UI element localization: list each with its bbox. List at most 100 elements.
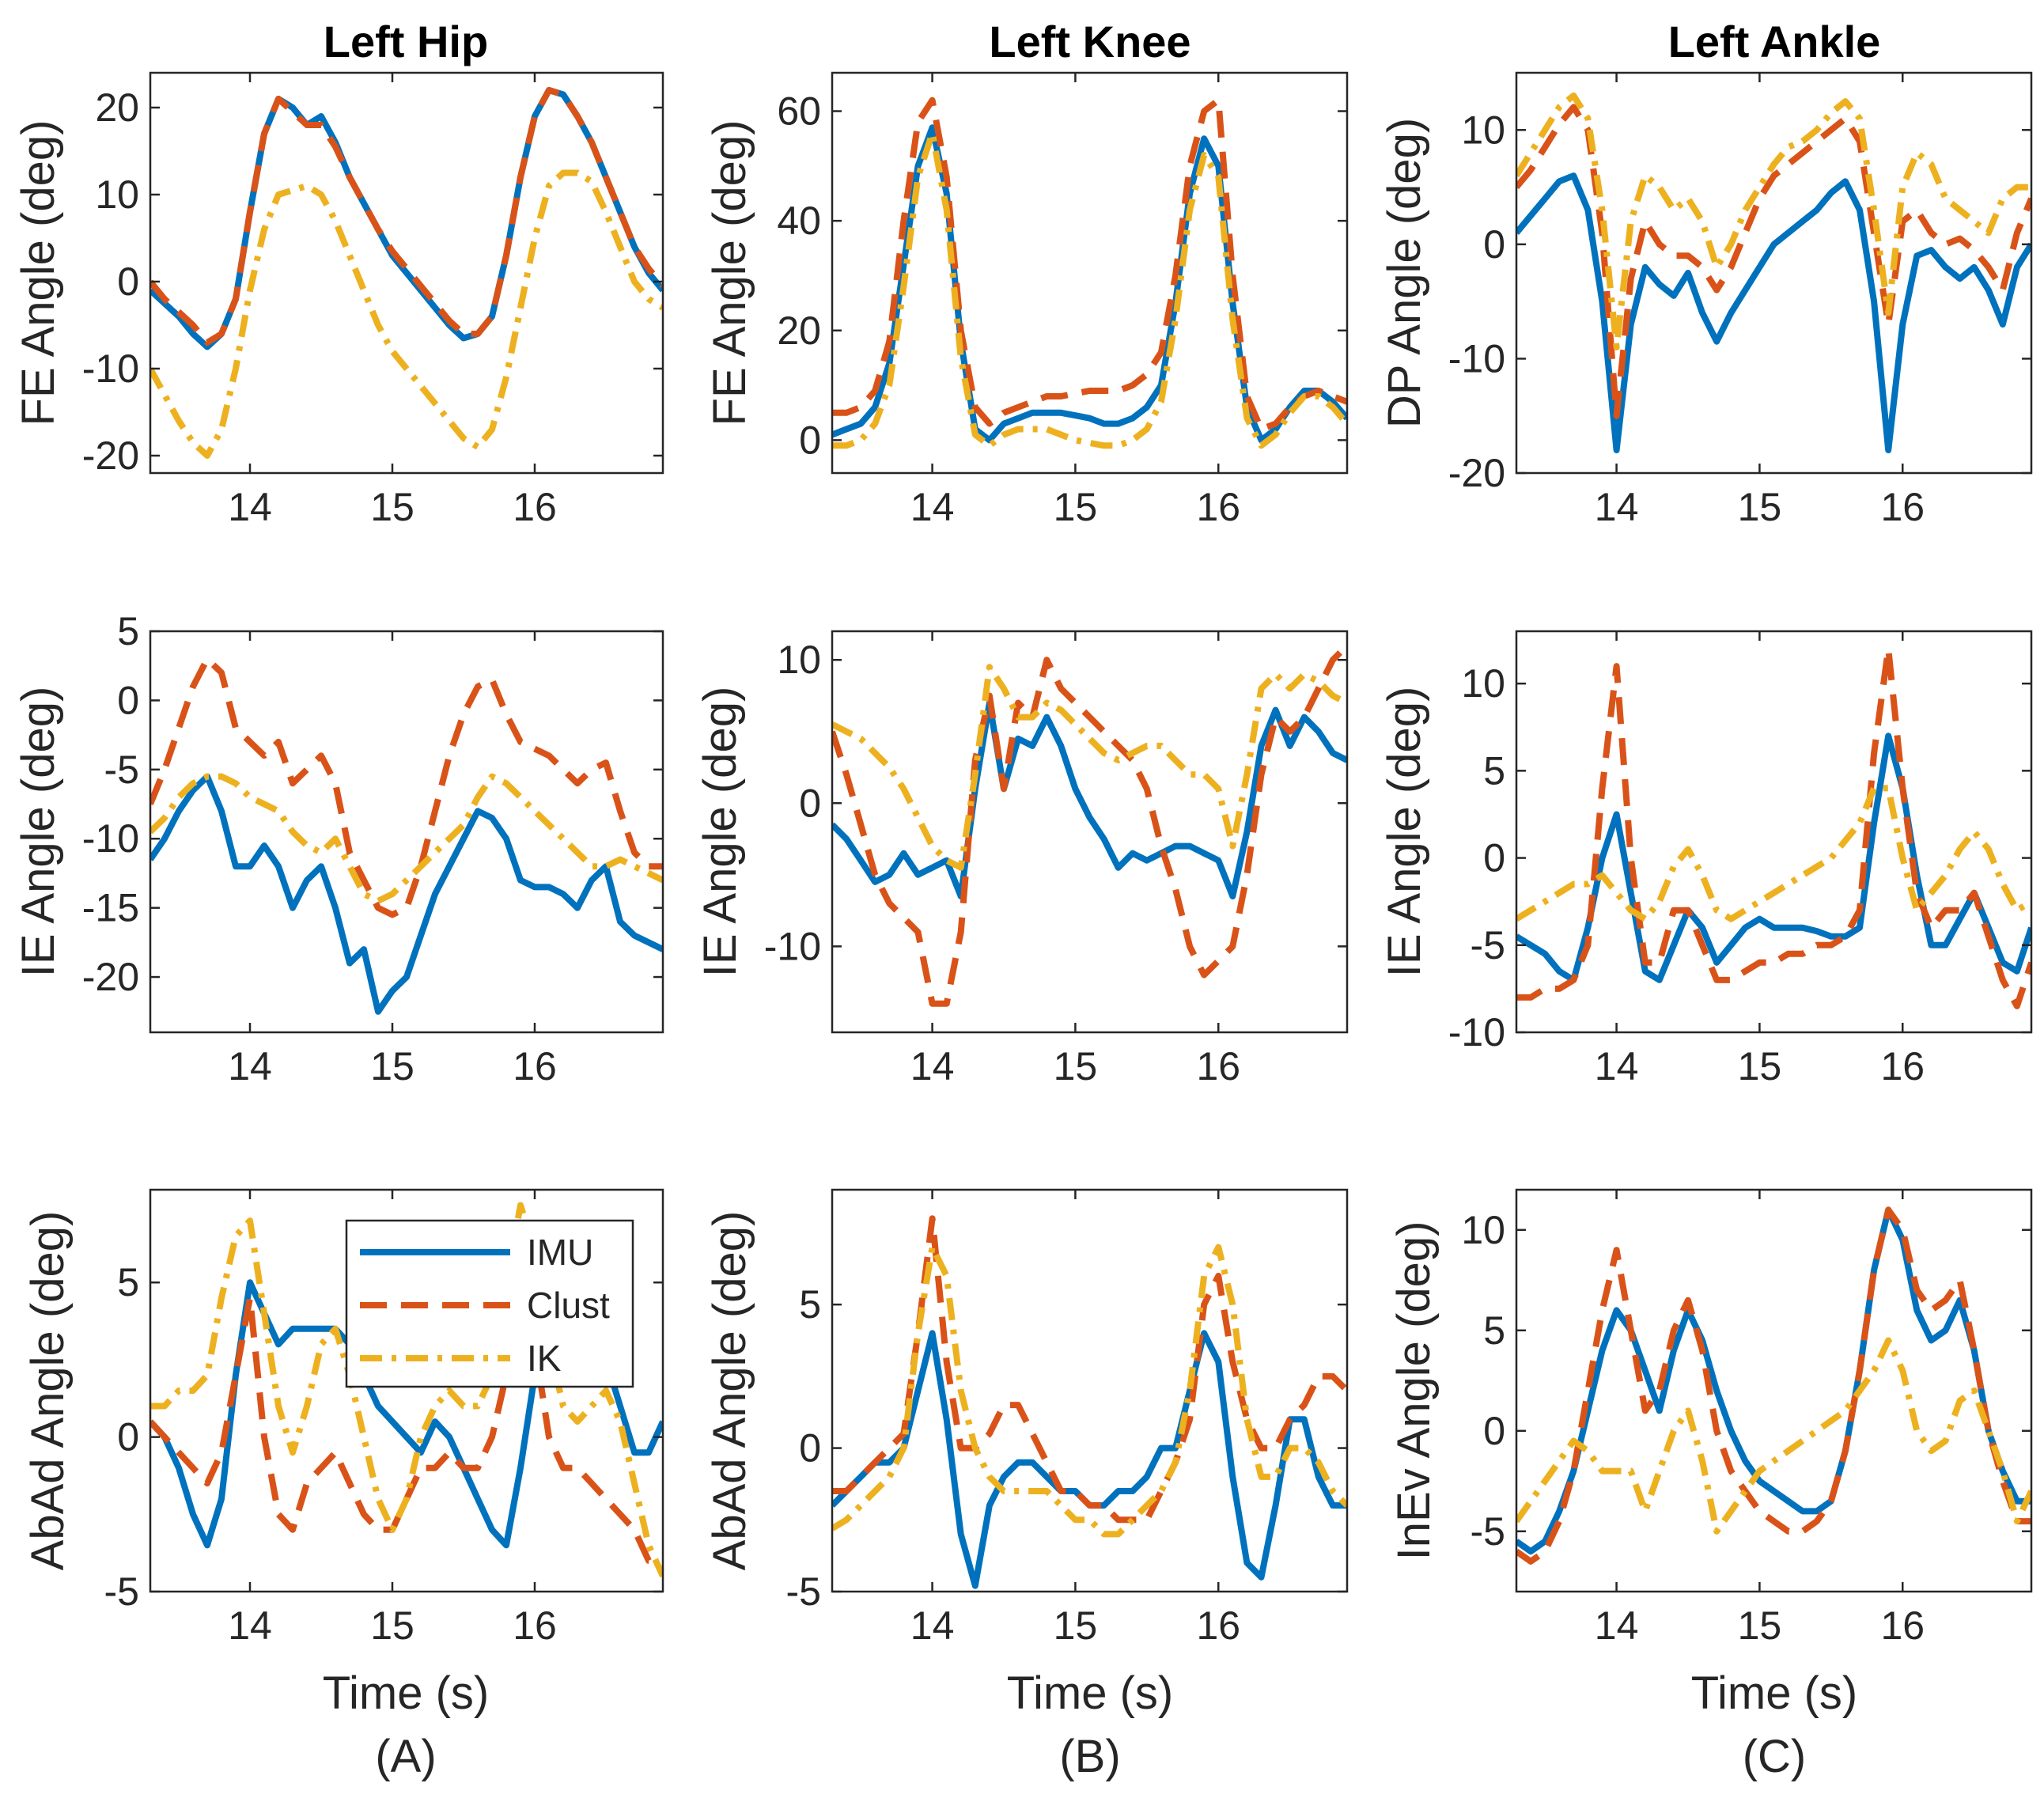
ylabel: DP Angle (deg) [1379, 118, 1430, 428]
y-tick-label: -5 [104, 748, 139, 792]
y-tick-label: 0 [117, 1415, 139, 1459]
series-line-ik [150, 169, 663, 459]
y-tick-label: 10 [1461, 1208, 1505, 1252]
x-tick-label: 16 [513, 1603, 557, 1648]
series-line-imu [1516, 172, 2031, 454]
series-line-clust [150, 87, 663, 346]
y-tick-label: -20 [1448, 451, 1505, 495]
axes-box [149, 71, 664, 475]
x-tick-label: 16 [1880, 1044, 1925, 1088]
x-tick-label: 14 [228, 1603, 272, 1648]
y-tick-label: 5 [1483, 748, 1505, 793]
legend-label-imu: IMU [527, 1232, 593, 1273]
x-tick-label: 14 [1595, 1044, 1639, 1088]
y-tick-label: 10 [1461, 661, 1505, 706]
x-tick-label: 15 [1738, 485, 1782, 529]
plot-area [832, 73, 1347, 473]
y-tick-label: 0 [799, 418, 821, 462]
ylabel: InEv Angle (deg) [1388, 1221, 1440, 1561]
y-tick-label: -20 [82, 433, 139, 478]
x-tick-label: 15 [370, 1603, 414, 1648]
y-tick-label: 0 [799, 781, 821, 825]
y-tick-label: -5 [1471, 923, 1505, 967]
x-tick-label: 16 [513, 1044, 557, 1088]
y-tick-label: -5 [104, 1569, 139, 1614]
panel-hip-ie: 14 15 16 -20 -15 -10 -5 0 5 IE Angle (deg) [13, 609, 664, 1088]
xlabel-ankle: Time (s) [1691, 1668, 1857, 1719]
y-tick-label: -10 [1448, 1010, 1505, 1054]
x-tick-label: 15 [1054, 1603, 1098, 1648]
axes-box [149, 630, 664, 1034]
y-tick-label: 0 [117, 678, 139, 722]
y-tick-label: 10 [95, 172, 139, 217]
y-tick-label: 5 [799, 1282, 821, 1327]
x-tick-label: 15 [370, 1044, 414, 1088]
panel-hip-fe: 14 15 16 -20 -10 0 10 20 FE Angle (deg) [13, 71, 664, 529]
y-tick-label: 5 [1483, 1308, 1505, 1353]
series-line-clust [832, 643, 1347, 1007]
x-tick-label: 16 [1880, 1603, 1925, 1648]
series-line-ik [1516, 1337, 2031, 1535]
ylabel: AbAd Angle (deg) [704, 1211, 755, 1571]
y-tick-label: -10 [1448, 336, 1505, 380]
legend: IMU Clust IK [345, 1219, 634, 1388]
panel-label-c: (C) [1743, 1731, 1807, 1782]
series-line-ik [832, 1244, 1347, 1538]
column-title-ankle: Left Ankle [1668, 17, 1881, 66]
series-layer [832, 97, 1347, 449]
panel-label-a: (A) [375, 1731, 436, 1782]
series-line-clust [1516, 1206, 2031, 1565]
series-layer [150, 87, 663, 459]
panel-ankle-ie: 14 15 16 -10 -5 0 5 10 IE Angle (deg) [1379, 630, 2033, 1088]
x-tick-label: 14 [1595, 485, 1639, 529]
panel-knee-ie: 14 15 16 -10 0 10 IE Angle (deg) [695, 630, 1349, 1088]
ylabel: FE Angle (deg) [704, 120, 755, 426]
series-line-clust [150, 656, 663, 918]
series-line-clust [832, 1215, 1347, 1524]
legend-label-ik: IK [527, 1338, 562, 1379]
x-tick-label: 16 [513, 485, 557, 529]
y-tick-label: -5 [786, 1569, 821, 1614]
ylabel: IE Angle (deg) [1379, 687, 1430, 978]
series-line-imu [1516, 1206, 2031, 1555]
series-layer [1516, 92, 2031, 454]
ylabel: FE Angle (deg) [13, 120, 64, 426]
y-tick-label: 60 [777, 89, 821, 134]
x-tick-label: 15 [1738, 1603, 1782, 1648]
series-line-clust [832, 97, 1347, 433]
axes-box [831, 630, 1349, 1034]
series-line-ik [832, 664, 1347, 871]
ylabel: AbAd Angle (deg) [22, 1211, 74, 1571]
panel-knee-abad: 14 15 16 -5 0 5 AbAd Angle (deg) [704, 1188, 1349, 1648]
y-tick-label: 5 [117, 1260, 139, 1304]
series-line-ik [150, 1202, 663, 1578]
y-tick-label: 20 [95, 85, 139, 130]
series-line-imu [150, 773, 663, 1015]
y-tick-label: -10 [82, 816, 139, 861]
column-title-hip: Left Hip [324, 17, 488, 66]
series-layer [832, 643, 1347, 1007]
axes-box [1515, 630, 2033, 1034]
panel-label-b: (B) [1059, 1731, 1120, 1782]
axes-box [1515, 1188, 2033, 1593]
x-tick-label: 16 [1196, 485, 1240, 529]
xlabel-hip: Time (s) [323, 1668, 489, 1719]
panel-ankle-dp: 14 15 16 -20 -10 0 10 DP Angle (deg) [1379, 71, 2033, 529]
series-line-imu [832, 699, 1347, 899]
axes-box [149, 1188, 664, 1593]
panel-ankle-inev: 14 15 16 -5 0 5 10 InEv Angle (deg) [1388, 1188, 2033, 1648]
y-tick-label: 5 [117, 609, 139, 653]
series-line-ik [150, 773, 663, 904]
x-tick-label: 16 [1880, 485, 1925, 529]
y-tick-label: -15 [82, 886, 139, 930]
ylabel: IE Angle (deg) [695, 687, 746, 978]
ylabel: IE Angle (deg) [13, 687, 64, 978]
y-tick-label: 0 [1483, 1409, 1505, 1453]
series-line-clust [1516, 645, 2031, 1009]
plot-area [832, 631, 1347, 1032]
y-tick-label: -5 [1471, 1509, 1505, 1554]
x-tick-label: 15 [1054, 1044, 1098, 1088]
series-layer [1516, 645, 2031, 1009]
x-tick-label: 16 [1196, 1044, 1240, 1088]
y-tick-label: 0 [799, 1426, 821, 1471]
